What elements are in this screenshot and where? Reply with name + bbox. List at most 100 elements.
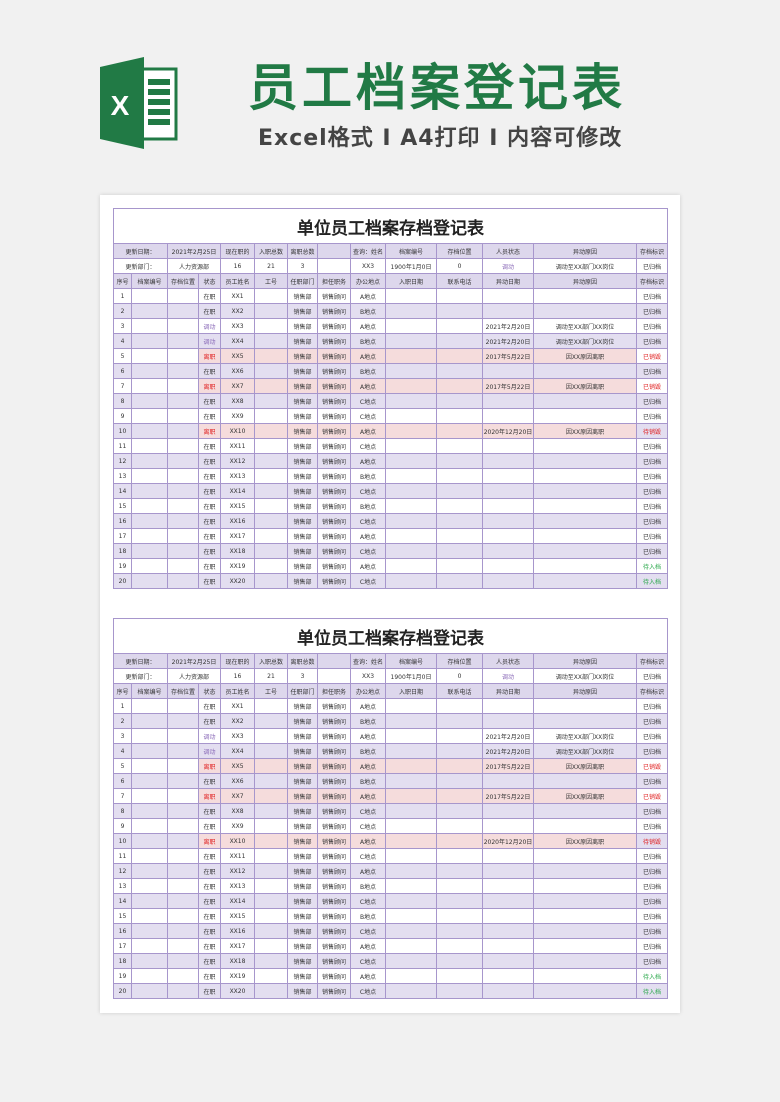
table-cell: 已销毁 — [635, 788, 669, 804]
table-cell — [385, 983, 437, 999]
table-cell: 3 — [113, 728, 132, 744]
svg-text:X: X — [111, 90, 130, 121]
table-cell — [254, 303, 288, 319]
table-cell — [167, 968, 199, 984]
table-cell — [254, 803, 288, 819]
table-cell: B地点 — [350, 908, 386, 924]
table-cell: A地点 — [350, 318, 386, 334]
table-cell: B地点 — [350, 878, 386, 894]
table-cell: 2020年12月20日 — [482, 423, 534, 439]
table-cell — [533, 698, 637, 714]
table-cell: 销售顾问 — [317, 408, 351, 424]
table-cell — [167, 728, 199, 744]
table-cell: 已归档 — [635, 893, 669, 909]
table-cell: 待入档 — [635, 983, 669, 999]
table-cell — [482, 453, 534, 469]
table-cell — [436, 393, 483, 409]
table-cell — [533, 938, 637, 954]
info-value: XX3 — [350, 258, 386, 274]
table-cell: XX1 — [220, 698, 255, 714]
info-label: 存档标识 — [635, 653, 669, 669]
table-cell: 7 — [113, 378, 132, 394]
table-cell — [131, 833, 168, 849]
table-cell: A地点 — [350, 378, 386, 394]
table-cell: 3 — [113, 318, 132, 334]
table-cell: 销售部 — [287, 923, 318, 939]
table-cell: 销售部 — [287, 318, 318, 334]
info-value: 21 — [254, 258, 288, 274]
table-cell: 销售顾问 — [317, 453, 351, 469]
table-cell — [436, 453, 483, 469]
info-label: 离职总数 — [287, 243, 318, 259]
table-cell — [385, 528, 437, 544]
table-cell: 销售顾问 — [317, 818, 351, 834]
table-cell — [167, 333, 199, 349]
table-cell: XX10 — [220, 833, 255, 849]
table-row: 1 在职 XX1 销售部 销售顾问 A地点 已归档 — [113, 698, 669, 714]
table-cell: 在职 — [198, 803, 221, 819]
table-cell — [533, 818, 637, 834]
table-cell — [167, 543, 199, 559]
table-cell: 13 — [113, 878, 132, 894]
table-cell: 已归档 — [635, 848, 669, 864]
table-cell: 已归档 — [635, 923, 669, 939]
info-label: 现在职的 — [220, 243, 255, 259]
table-row: 6 在职 XX6 销售部 销售顾问 B地点 已归档 — [113, 363, 669, 379]
table-cell: 已归档 — [635, 773, 669, 789]
table-cell — [436, 483, 483, 499]
table-cell: 销售部 — [287, 528, 318, 544]
table-cell: 15 — [113, 908, 132, 924]
table-cell — [533, 713, 637, 729]
table-cell — [436, 848, 483, 864]
table-cell — [482, 848, 534, 864]
table-cell: XX12 — [220, 453, 255, 469]
table-cell — [131, 438, 168, 454]
table-cell — [167, 378, 199, 394]
table-cell — [533, 408, 637, 424]
table-cell — [131, 498, 168, 514]
table-cell — [436, 318, 483, 334]
table-row: 7 离职 XX7 销售部 销售顾问 A地点 2017年5月22日 因XX原因离职 已销毁 — [113, 788, 669, 804]
table-cell: C地点 — [350, 923, 386, 939]
table-cell — [533, 288, 637, 304]
table-cell: XX9 — [220, 818, 255, 834]
table-title-row: 单位员工档案存档登记表 — [112, 618, 669, 654]
table-cell: 因XX原因离职 — [533, 378, 637, 394]
column-header: 担任职务 — [317, 683, 351, 699]
table-cell — [254, 818, 288, 834]
table-cell: 已归档 — [635, 528, 669, 544]
table-cell — [385, 938, 437, 954]
table-cell — [131, 513, 168, 529]
table-cell — [482, 363, 534, 379]
table-cell: 销售部 — [287, 698, 318, 714]
table-row: 20 在职 XX20 销售部 销售顾问 C地点 待入档 — [113, 983, 669, 999]
table-cell — [436, 333, 483, 349]
table-cell — [436, 408, 483, 424]
table-cell: XX18 — [220, 953, 255, 969]
table-cell: 销售部 — [287, 773, 318, 789]
table-cell — [167, 758, 199, 774]
header-row: 序号 档案编号 存档位置 状态 员工姓名 工号 任职部门 担任职务 办公地点 入职日期 联系电话 异动… — [113, 683, 669, 699]
column-header: 办公地点 — [350, 273, 386, 289]
table-cell — [167, 513, 199, 529]
info-value: 3 — [287, 668, 318, 684]
table-cell: 12 — [113, 863, 132, 879]
table-cell — [385, 863, 437, 879]
table-cell — [533, 543, 637, 559]
info-value: 已归档 — [635, 668, 669, 684]
table-cell: XX11 — [220, 848, 255, 864]
table-cell: 在职 — [198, 713, 221, 729]
table-cell: 销售顾问 — [317, 923, 351, 939]
table-cell: 销售顾问 — [317, 983, 351, 999]
info-label: 更新日期： — [113, 243, 168, 259]
table-cell: 销售顾问 — [317, 893, 351, 909]
table-cell: 在职 — [198, 848, 221, 864]
table-cell: 在职 — [198, 953, 221, 969]
table-cell — [482, 893, 534, 909]
table-cell: 2021年2月20日 — [482, 318, 534, 334]
table-cell — [482, 803, 534, 819]
table-cell — [482, 878, 534, 894]
table-cell: XX12 — [220, 863, 255, 879]
table-cell: 已归档 — [635, 743, 669, 759]
column-header: 存档位置 — [167, 683, 199, 699]
